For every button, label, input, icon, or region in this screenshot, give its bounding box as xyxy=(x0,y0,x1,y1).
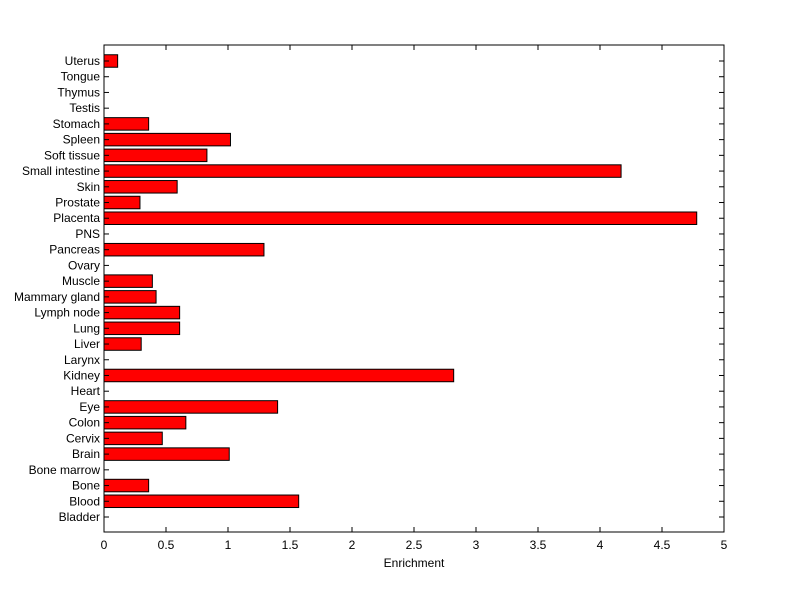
bar-eye xyxy=(103,400,279,414)
x-tick-label: 2 xyxy=(349,538,356,552)
bar-placenta xyxy=(103,211,698,225)
bar-blood xyxy=(103,494,300,509)
y-tick-label: Colon xyxy=(69,416,100,430)
y-tick-label: Eye xyxy=(79,400,100,414)
bar-kidney xyxy=(103,368,455,383)
bar-colon xyxy=(103,415,187,430)
y-tick-label: Mammary gland xyxy=(14,290,100,304)
bar-brain xyxy=(103,447,230,461)
y-tick-label: Lung xyxy=(73,321,100,335)
bar-stomach xyxy=(103,117,150,131)
y-tick-label: Soft tissue xyxy=(44,148,100,162)
y-tick-label: Thymus xyxy=(57,85,100,99)
plot-frame xyxy=(103,44,725,533)
bar-prostate xyxy=(103,195,141,210)
bar-cervix xyxy=(103,431,163,446)
y-tick-label: Liver xyxy=(74,337,100,351)
x-tick-label: 4 xyxy=(597,538,604,552)
y-tick-label: Larynx xyxy=(64,353,100,367)
y-tick-label: Bone marrow xyxy=(29,463,101,477)
y-tick-label: Testis xyxy=(69,101,100,115)
y-tick-label: PNS xyxy=(75,227,100,241)
y-tick-label: Blood xyxy=(69,494,100,508)
y-tick-label: Ovary xyxy=(68,258,100,272)
y-tick-label: Lymph node xyxy=(34,306,100,320)
y-tick-label: Bone xyxy=(72,479,100,493)
bar-mammary-gland xyxy=(103,290,157,304)
bar-skin xyxy=(103,180,178,194)
y-tick-label: Placenta xyxy=(53,211,100,225)
ticks-layer xyxy=(103,45,725,532)
bar-lymph-node xyxy=(103,305,181,320)
bar-bone xyxy=(103,478,150,493)
y-tick-label: Pancreas xyxy=(49,243,100,257)
x-tick-label: 0 xyxy=(101,538,108,552)
x-tick-label: 1 xyxy=(225,538,232,552)
bar-pancreas xyxy=(103,242,265,257)
bar-muscle xyxy=(103,274,153,288)
y-tick-label: Kidney xyxy=(63,368,100,382)
x-tick-label: 1.5 xyxy=(282,538,299,552)
y-tick-label: Small intestine xyxy=(22,164,100,178)
y-tick-label: Bladder xyxy=(59,510,100,524)
bar-soft-tissue xyxy=(103,148,208,163)
y-tick-label: Tongue xyxy=(61,70,101,84)
x-tick-label: 3.5 xyxy=(530,538,547,552)
bar-liver xyxy=(103,337,142,351)
bar-spleen xyxy=(103,132,231,147)
y-tick-label: Spleen xyxy=(63,133,100,147)
bar-lung xyxy=(103,321,181,336)
x-tick-label: 0.5 xyxy=(158,538,175,552)
x-tick-label: 4.5 xyxy=(654,538,671,552)
y-tick-label: Stomach xyxy=(53,117,100,131)
y-tick-label: Skin xyxy=(77,180,100,194)
x-tick-label: 2.5 xyxy=(406,538,423,552)
y-tick-label: Uterus xyxy=(65,54,100,68)
y-tick-label: Heart xyxy=(71,384,101,398)
y-tick-label: Prostate xyxy=(55,196,100,210)
x-tick-label: 5 xyxy=(721,538,728,552)
y-tick-label: Brain xyxy=(72,447,100,461)
y-tick-label: Cervix xyxy=(66,431,100,445)
y-tick-label: Muscle xyxy=(62,274,100,288)
bar-small-intestine xyxy=(103,164,622,178)
x-axis-title: Enrichment xyxy=(384,556,445,570)
x-tick-label: 3 xyxy=(473,538,480,552)
